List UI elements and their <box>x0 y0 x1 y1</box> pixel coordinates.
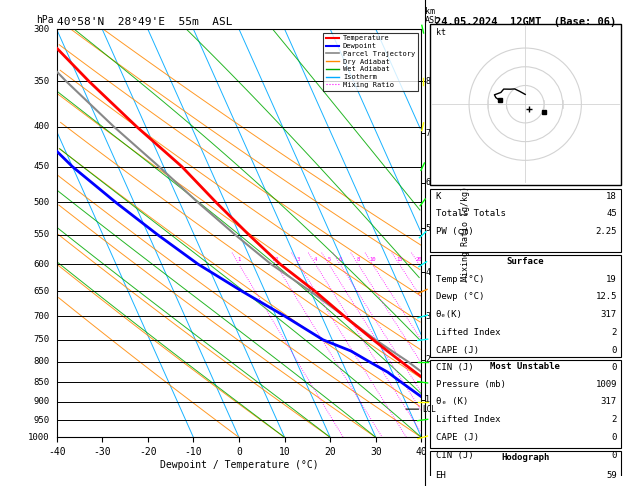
Text: 5: 5 <box>425 224 430 233</box>
Text: kt: kt <box>435 28 445 37</box>
Text: 6: 6 <box>338 257 342 262</box>
Text: CAPE (J): CAPE (J) <box>435 433 479 442</box>
Text: 18: 18 <box>606 191 617 201</box>
Text: 700: 700 <box>33 312 49 321</box>
Text: 2: 2 <box>274 257 277 262</box>
Text: 45: 45 <box>606 209 617 218</box>
Text: 2: 2 <box>425 355 430 364</box>
Text: 10: 10 <box>369 257 376 262</box>
Text: θₑ (K): θₑ (K) <box>435 398 468 406</box>
Text: EH: EH <box>435 470 446 480</box>
Text: 850: 850 <box>33 378 49 387</box>
Text: 1000: 1000 <box>28 433 49 442</box>
Text: 3: 3 <box>297 257 300 262</box>
Text: 4: 4 <box>425 267 430 277</box>
Text: 0: 0 <box>611 433 617 442</box>
Text: 650: 650 <box>33 287 49 296</box>
Text: 7: 7 <box>425 129 430 138</box>
Text: 8: 8 <box>425 77 430 86</box>
Text: 300: 300 <box>33 25 49 34</box>
Text: 6: 6 <box>425 178 430 187</box>
Text: 450: 450 <box>33 162 49 171</box>
Text: 8: 8 <box>357 257 360 262</box>
Text: θₑ(K): θₑ(K) <box>435 310 462 319</box>
Bar <box>430 190 621 252</box>
Bar <box>430 255 621 357</box>
Text: km
ASL: km ASL <box>425 7 440 25</box>
Text: 0: 0 <box>611 346 617 355</box>
Bar <box>430 360 621 448</box>
Text: 500: 500 <box>33 198 49 207</box>
Text: Mixing Ratio (g/kg): Mixing Ratio (g/kg) <box>460 186 470 281</box>
Text: 20: 20 <box>416 257 422 262</box>
Text: 800: 800 <box>33 357 49 366</box>
Text: Temp (°C): Temp (°C) <box>435 275 484 284</box>
X-axis label: Dewpoint / Temperature (°C): Dewpoint / Temperature (°C) <box>160 460 318 470</box>
Text: PW (cm): PW (cm) <box>435 227 473 236</box>
Text: 3: 3 <box>425 312 430 321</box>
Text: K: K <box>435 191 441 201</box>
Text: CAPE (J): CAPE (J) <box>435 346 479 355</box>
Text: Totals Totals: Totals Totals <box>435 209 505 218</box>
Text: 4: 4 <box>314 257 317 262</box>
Bar <box>430 24 621 185</box>
Text: 400: 400 <box>33 122 49 131</box>
Text: 600: 600 <box>33 260 49 269</box>
Text: 1: 1 <box>425 395 430 404</box>
Text: 12.5: 12.5 <box>596 293 617 301</box>
Text: Dewp (°C): Dewp (°C) <box>435 293 484 301</box>
Text: 900: 900 <box>33 397 49 406</box>
Text: 5: 5 <box>327 257 330 262</box>
Text: 350: 350 <box>33 77 49 86</box>
Text: 0: 0 <box>611 364 617 372</box>
Text: 0: 0 <box>611 451 617 460</box>
Legend: Temperature, Dewpoint, Parcel Trajectory, Dry Adiabat, Wet Adiabat, Isotherm, Mi: Temperature, Dewpoint, Parcel Trajectory… <box>323 33 418 90</box>
Text: CIN (J): CIN (J) <box>435 451 473 460</box>
Text: LCL: LCL <box>422 405 437 414</box>
Text: Lifted Index: Lifted Index <box>435 328 500 337</box>
Text: 317: 317 <box>601 398 617 406</box>
Text: 550: 550 <box>33 230 49 239</box>
Text: 1009: 1009 <box>596 380 617 389</box>
Text: CIN (J): CIN (J) <box>435 364 473 372</box>
Text: Hodograph: Hodograph <box>501 453 549 462</box>
Text: Lifted Index: Lifted Index <box>435 415 500 424</box>
Text: 59: 59 <box>606 470 617 480</box>
Text: 19: 19 <box>606 275 617 284</box>
Text: hPa: hPa <box>36 15 54 25</box>
Text: Surface: Surface <box>506 257 544 266</box>
Text: 950: 950 <box>33 416 49 424</box>
Text: 15: 15 <box>396 257 403 262</box>
Text: Most Unstable: Most Unstable <box>490 362 560 371</box>
Text: 317: 317 <box>601 310 617 319</box>
Text: 2: 2 <box>611 328 617 337</box>
Text: 40°58'N  28°49'E  55m  ASL: 40°58'N 28°49'E 55m ASL <box>57 17 232 27</box>
Text: 750: 750 <box>33 335 49 345</box>
Bar <box>430 451 621 486</box>
Text: 1: 1 <box>237 257 240 262</box>
Text: 2.25: 2.25 <box>596 227 617 236</box>
Text: Pressure (mb): Pressure (mb) <box>435 380 505 389</box>
Text: 24.05.2024  12GMT  (Base: 06): 24.05.2024 12GMT (Base: 06) <box>435 17 616 27</box>
Text: 2: 2 <box>611 415 617 424</box>
